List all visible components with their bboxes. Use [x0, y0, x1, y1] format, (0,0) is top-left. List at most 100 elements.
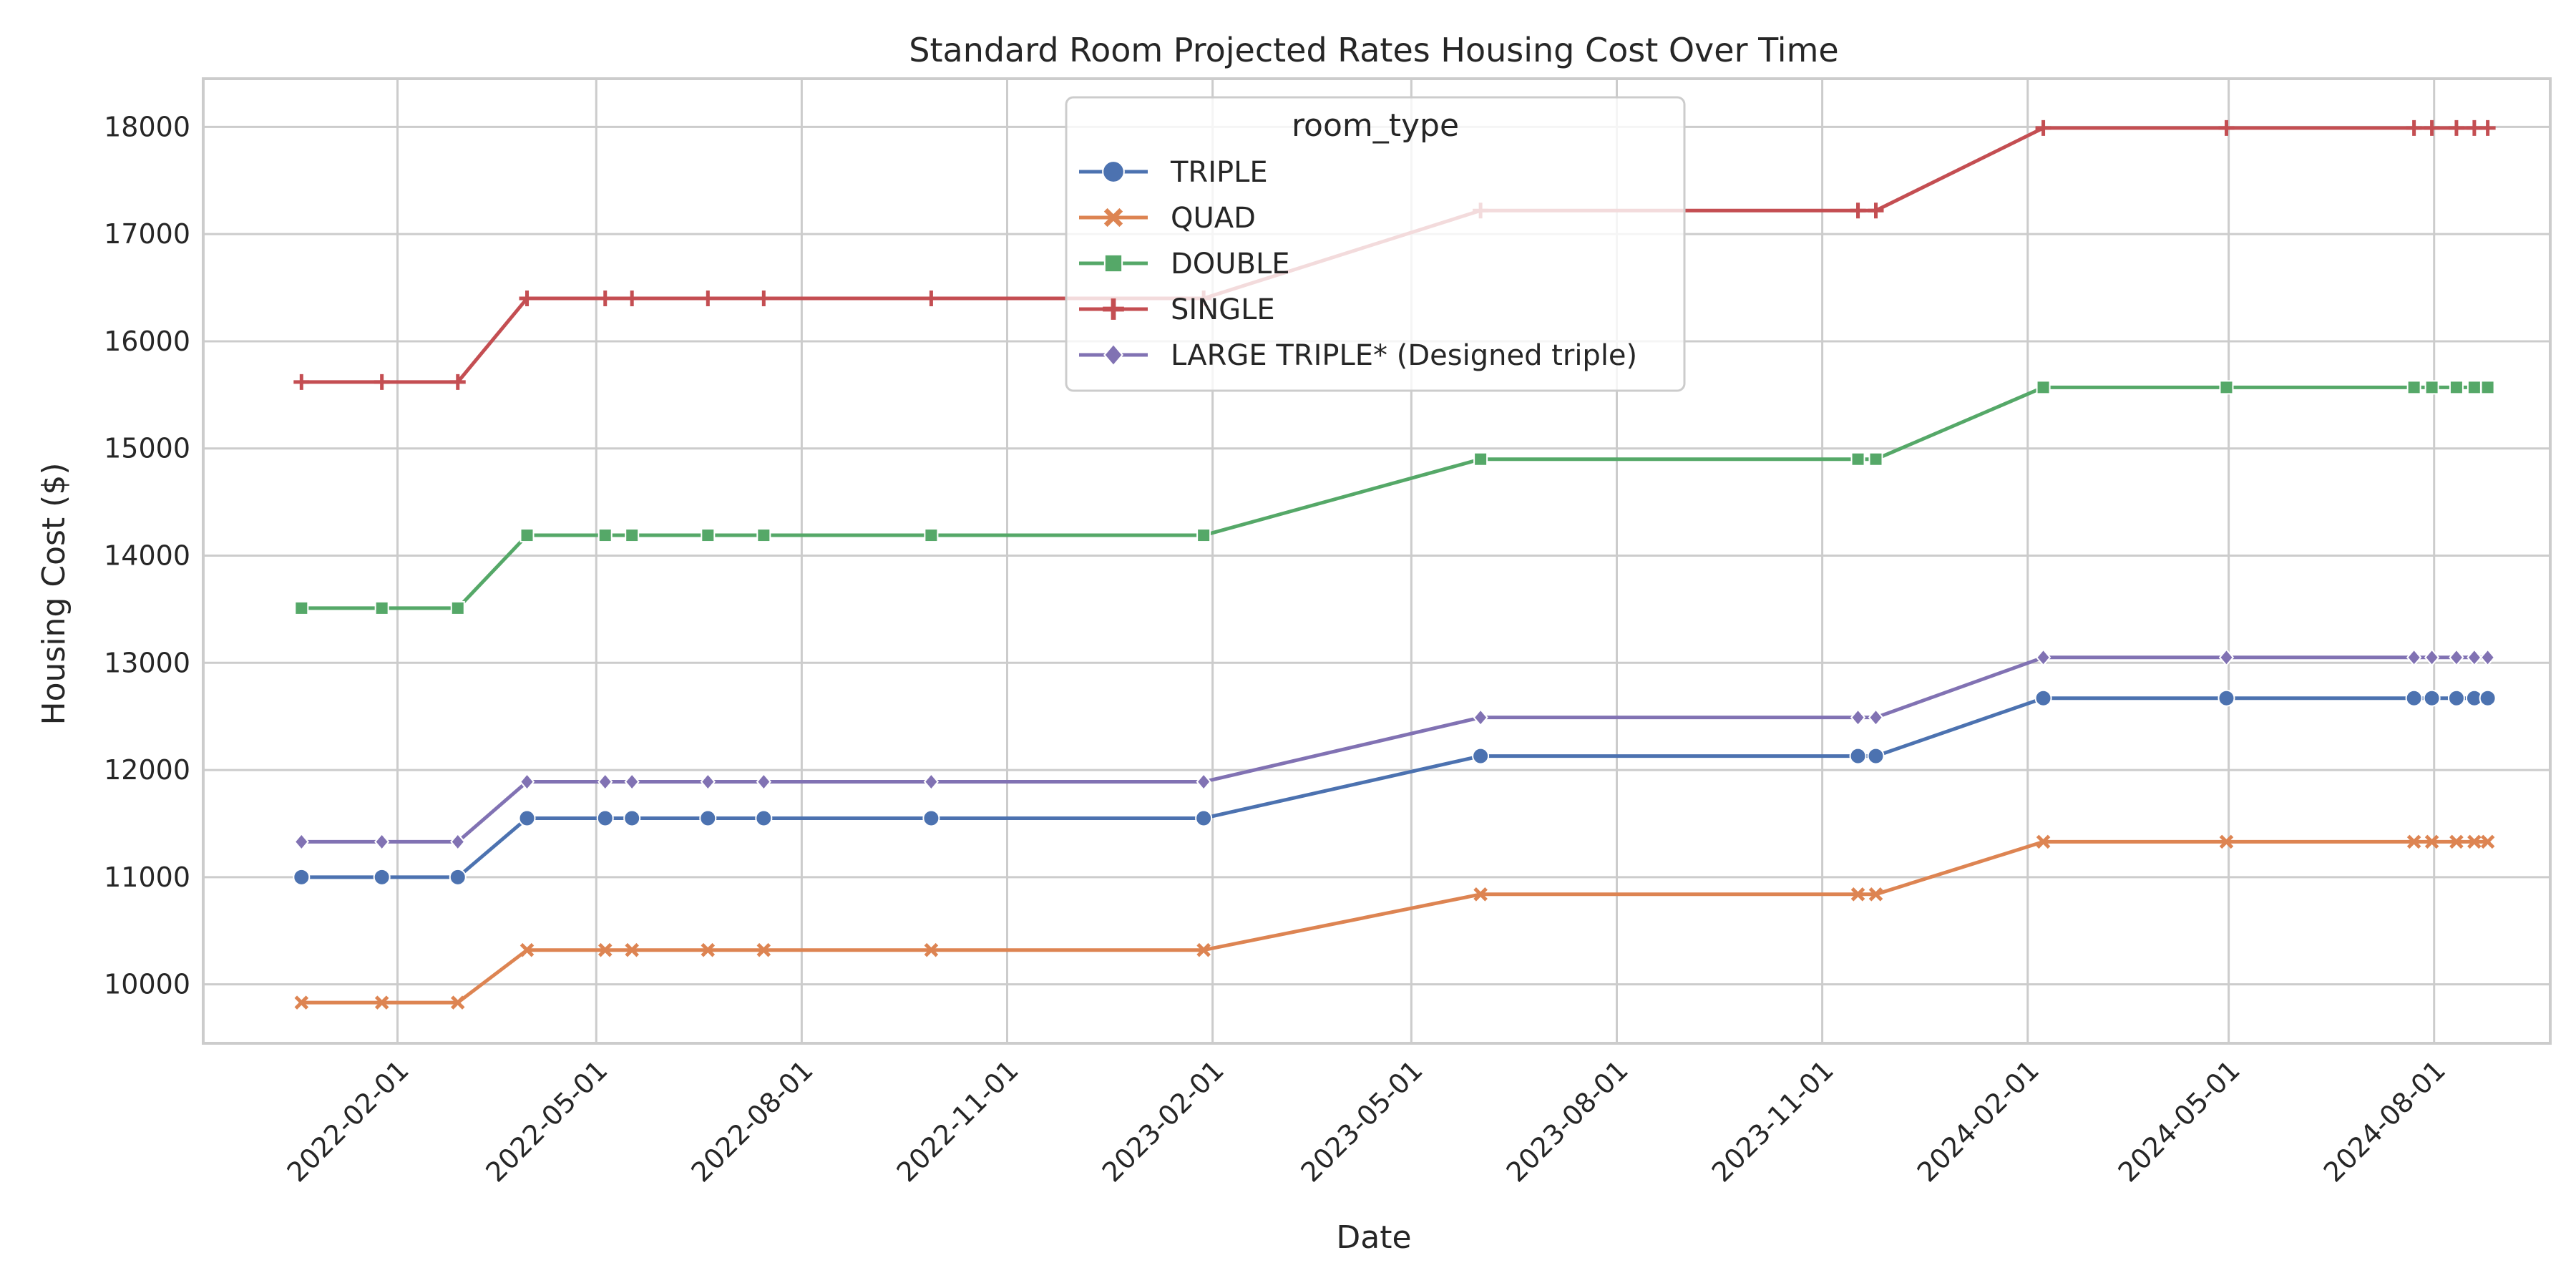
- legend-label: LARGE TRIPLE* (Designed triple): [1171, 339, 1637, 372]
- data-point: [1195, 809, 1213, 827]
- data-point: [374, 832, 390, 851]
- y-tick-label: 12000: [104, 754, 190, 786]
- data-point: [2449, 380, 2464, 395]
- data-point: [1473, 452, 1488, 467]
- data-point: [293, 832, 309, 851]
- legend-label: DOUBLE: [1171, 248, 1290, 280]
- legend-marker: [1103, 208, 1123, 228]
- data-point: [1850, 887, 1865, 902]
- data-point: [1850, 708, 1866, 727]
- legend-marker: [1103, 253, 1123, 273]
- data-point: [700, 772, 716, 791]
- legend-marker: [1103, 343, 1123, 367]
- data-point: [2479, 689, 2497, 707]
- data-point: [374, 995, 389, 1010]
- data-point: [2424, 119, 2440, 136]
- legend-entry: DOUBLE: [1079, 248, 1290, 280]
- data-point: [449, 374, 466, 390]
- data-point: [2449, 834, 2464, 849]
- chart-title: Standard Room Projected Rates Housing Co…: [909, 31, 1838, 69]
- data-point: [2219, 834, 2234, 849]
- data-point: [2218, 119, 2235, 136]
- y-tick-label: 11000: [104, 862, 190, 893]
- data-point: [1473, 887, 1488, 902]
- data-point: [519, 291, 535, 307]
- data-point: [2467, 648, 2482, 667]
- legend-marker: [1102, 160, 1125, 183]
- data-point: [2405, 689, 2423, 707]
- data-point: [756, 291, 772, 307]
- y-tick-label: 18000: [104, 111, 190, 142]
- series-quad: [294, 834, 2495, 1010]
- data-point: [451, 995, 465, 1010]
- data-point: [2036, 834, 2051, 849]
- y-tick-label: 16000: [104, 326, 190, 357]
- series-double: [294, 380, 2495, 615]
- data-point: [2406, 380, 2421, 395]
- data-point: [1472, 747, 1490, 765]
- data-point: [923, 291, 940, 307]
- data-point: [2479, 648, 2496, 667]
- y-tick-label: 13000: [104, 647, 190, 678]
- data-point: [293, 868, 311, 886]
- data-point: [2424, 648, 2440, 667]
- data-point: [518, 809, 536, 827]
- legend-entry: TRIPLE: [1079, 156, 1268, 189]
- legend-entry: QUAD: [1079, 202, 1256, 235]
- data-point: [2467, 834, 2482, 849]
- data-point: [2406, 834, 2421, 849]
- data-point: [294, 995, 309, 1010]
- legend-label: TRIPLE: [1170, 156, 1268, 189]
- y-tick-label: 14000: [104, 540, 190, 572]
- data-point: [625, 528, 640, 543]
- data-point: [922, 809, 940, 827]
- legend-marker: [1103, 298, 1124, 320]
- series-line: [301, 839, 2488, 1005]
- grid-lines: [203, 79, 2550, 1043]
- data-point: [2447, 689, 2465, 707]
- data-point: [2467, 380, 2482, 395]
- data-point: [1868, 452, 1883, 467]
- data-point: [597, 772, 613, 791]
- legend-entry: SINGLE: [1079, 293, 1275, 326]
- data-point: [701, 942, 716, 957]
- data-point: [2480, 380, 2495, 395]
- data-point: [2035, 648, 2051, 667]
- data-point: [624, 772, 640, 791]
- y-tick-label: 17000: [104, 218, 190, 250]
- data-point: [1196, 528, 1211, 543]
- x-axis-label: Date: [1336, 1219, 1411, 1256]
- data-point: [1196, 772, 1211, 791]
- series-triple: [293, 689, 2497, 886]
- data-point: [623, 809, 641, 827]
- data-point: [2219, 380, 2234, 395]
- data-point: [924, 942, 939, 957]
- plot-frame: [202, 77, 2552, 1045]
- data-point: [2406, 119, 2422, 136]
- data-point: [1850, 203, 1866, 219]
- y-tick-label: 10000: [104, 969, 190, 1000]
- data-point: [755, 809, 773, 827]
- data-point: [923, 772, 940, 791]
- data-point: [756, 772, 771, 791]
- data-point: [756, 942, 771, 957]
- legend-label: SINGLE: [1171, 293, 1275, 326]
- data-point: [2424, 834, 2439, 849]
- legend-box: [1065, 96, 1686, 392]
- data-point: [2218, 648, 2235, 667]
- legend-entry: LARGE TRIPLE* (Designed triple): [1079, 339, 1637, 372]
- legend: room_type TRIPLE QUAD DOUBLE SINGLE LARGE TR…: [1065, 96, 1686, 392]
- data-point: [519, 772, 535, 791]
- data-point: [924, 528, 939, 543]
- data-point: [1867, 747, 1885, 765]
- data-point: [701, 528, 716, 543]
- legend-title: room_type: [1292, 107, 1459, 144]
- data-point: [293, 374, 310, 390]
- data-point: [2406, 648, 2422, 667]
- data-point: [450, 832, 466, 851]
- data-point: [2448, 119, 2464, 136]
- data-point: [449, 868, 467, 886]
- data-point: [519, 942, 535, 957]
- data-point: [1196, 942, 1211, 957]
